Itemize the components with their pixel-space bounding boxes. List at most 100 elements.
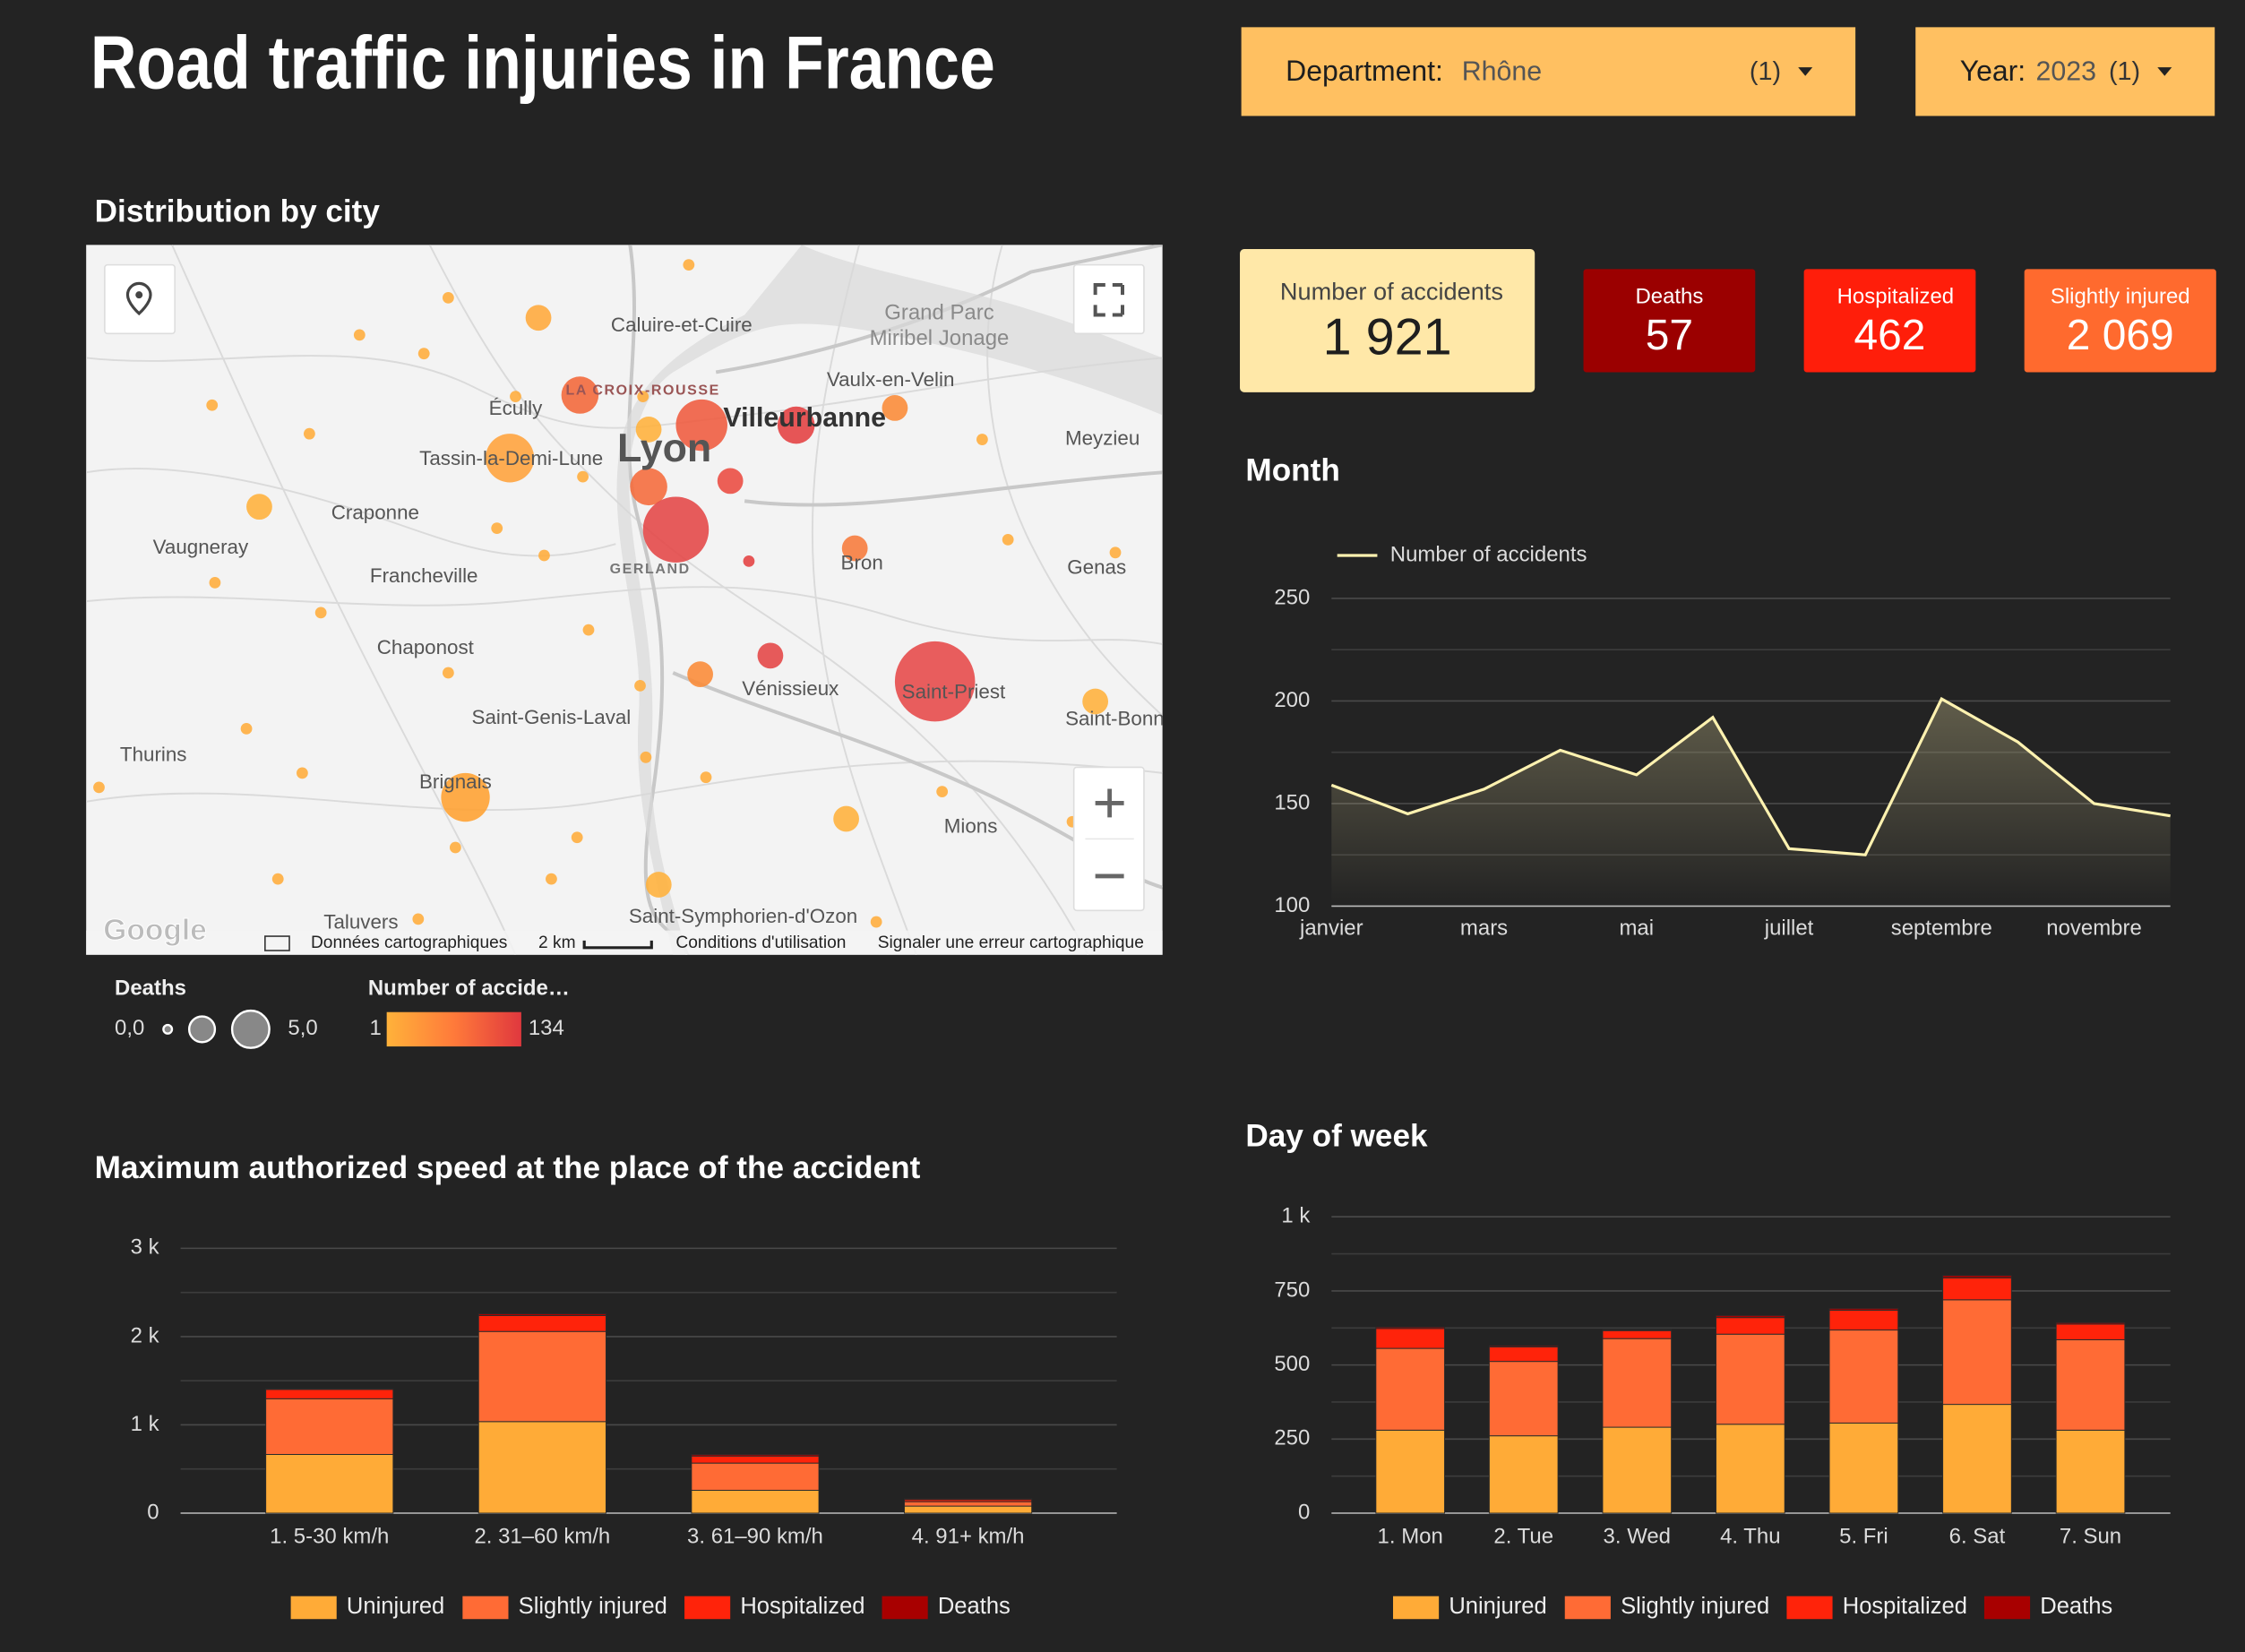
kpi-value: 462 — [1854, 312, 1926, 359]
place-label: Saint-Genis-Laval — [472, 706, 632, 728]
chart-title: Month — [1245, 453, 1339, 488]
x-tick-label: 6. Sat — [1949, 1524, 2006, 1548]
place-label: Lyon — [617, 426, 711, 470]
attribution-link[interactable]: Conditions d'utilisation — [675, 934, 846, 952]
zoom-controls[interactable] — [1072, 766, 1145, 912]
legend-label: Hospitalized — [1843, 1594, 1967, 1619]
place-label: GERLAND — [610, 562, 691, 577]
kpi-label: Deaths — [1635, 285, 1703, 309]
x-tick-label: 5. Fri — [1839, 1524, 1888, 1548]
fullscreen-button[interactable] — [1072, 263, 1145, 335]
map[interactable]: Caluire-et-Cuire Grand Parc Miribel Jona… — [86, 245, 1165, 955]
kpi-label: Hospitalized — [1837, 285, 1954, 309]
legend-label: Number of accidents — [1390, 542, 1587, 566]
bar-segment — [903, 1505, 1033, 1514]
bar-segment — [1716, 1314, 1785, 1319]
google-logo: Google — [103, 914, 207, 947]
kpi-label: Number of accidents — [1280, 278, 1503, 305]
chart-title: Day of week — [1245, 1119, 1428, 1154]
bar-segment — [477, 1330, 606, 1423]
place-label: Écully — [489, 397, 543, 419]
y-tick-label: 150 — [1274, 790, 1310, 814]
kpi-value: 2 069 — [2067, 312, 2174, 359]
x-tick-label: 4. 91+ km/h — [912, 1524, 1025, 1548]
x-tick-label: 2. Tue — [1493, 1524, 1553, 1548]
place-label: Chaponost — [377, 636, 475, 658]
place-label: LA CROIX-ROUSSE — [565, 383, 719, 398]
bar-segment — [477, 1314, 606, 1332]
kpi-value: 57 — [1646, 312, 1693, 359]
bar-segment — [1602, 1329, 1673, 1331]
bar-segment — [1602, 1329, 1673, 1339]
size-swatch — [230, 1009, 271, 1049]
x-tick-label: mai — [1619, 916, 1654, 940]
department-filter[interactable]: Department: Rhône (1) — [1241, 27, 1856, 116]
x-tick-label: 1. 5-30 km/h — [270, 1524, 389, 1548]
bar-segment — [1828, 1329, 1899, 1424]
bar-segment — [265, 1388, 394, 1390]
attribution-link[interactable]: Signaler une erreur cartographique — [878, 934, 1144, 952]
bar-segment — [1602, 1338, 1673, 1428]
y-tick-label: 3 k — [131, 1235, 160, 1260]
zoom-in[interactable] — [1095, 788, 1124, 818]
locate-button[interactable] — [104, 263, 176, 335]
place-label: Saint-Symphorien-d'Ozon — [629, 905, 857, 927]
dropdown-caret — [1798, 67, 1813, 76]
line — [1330, 696, 2171, 856]
x-tick-label: juillet — [1764, 916, 1814, 940]
area-shading — [1331, 699, 2171, 907]
legend-label: Deaths — [2040, 1594, 2112, 1619]
bar-segment — [1828, 1307, 1899, 1311]
year-filter[interactable]: Year: 2023 (1) — [1915, 27, 2215, 116]
bar-segment — [1716, 1317, 1785, 1335]
legend-swatch — [290, 1596, 337, 1620]
y-tick-label: 500 — [1274, 1352, 1310, 1376]
bar-segment — [265, 1453, 394, 1514]
place-label: Villeurbanne — [723, 403, 886, 433]
filter-label: Department: — [1286, 55, 1443, 87]
map-bubbles — [93, 259, 1122, 928]
scale-bar — [582, 940, 653, 950]
legend-label: Slightly injured — [1621, 1594, 1769, 1619]
keyboard-icon[interactable] — [264, 935, 290, 951]
bar-segment — [1602, 1426, 1673, 1514]
x-tick-label: 4. Thu — [1720, 1524, 1780, 1548]
y-tick-label: 0 — [147, 1500, 159, 1524]
legend-label: Uninjured — [1449, 1594, 1546, 1619]
legend-swatch — [1983, 1596, 2031, 1620]
legend-label: Hospitalized — [740, 1594, 864, 1619]
bar-segment — [1488, 1346, 1559, 1363]
bar-segment — [1488, 1345, 1559, 1347]
bar-segment — [265, 1389, 394, 1399]
bar-segment — [691, 1453, 820, 1457]
bar-segment — [2055, 1429, 2126, 1514]
filter-box[interactable] — [1241, 27, 1856, 116]
place-label: Thurins — [120, 744, 187, 766]
bar-segment — [1375, 1429, 1446, 1514]
bar-segment — [1942, 1299, 2012, 1406]
bar-segment — [477, 1421, 606, 1514]
dropdown-caret — [2157, 67, 2172, 76]
place-label: Craponne — [331, 502, 419, 524]
size-swatch — [162, 1023, 174, 1035]
bar-segment — [1716, 1424, 1785, 1514]
bar-segment — [477, 1313, 606, 1316]
color-scale — [386, 1011, 521, 1047]
bar-segment — [1375, 1326, 1446, 1329]
kpi-label: Slightly injured — [2051, 285, 2190, 309]
place-label: Caluire-et-Cuire — [611, 314, 753, 336]
bar-segment — [691, 1490, 820, 1514]
kpi-value: 1 921 — [1323, 308, 1452, 366]
bar-segment — [1375, 1328, 1446, 1349]
bar-segment — [1942, 1275, 2012, 1278]
place-label: Francheville — [370, 564, 478, 587]
bar-segment — [265, 1398, 394, 1455]
y-tick-label: 100 — [1274, 893, 1310, 917]
place-label: Miribel Jonage — [870, 326, 1010, 350]
legend-swatch — [1564, 1596, 1611, 1620]
bar-segment — [2055, 1339, 2126, 1431]
scale-label: 2 km — [538, 934, 576, 952]
section-title: Distribution by city — [95, 194, 381, 228]
legend-label: 1 — [369, 1016, 381, 1040]
bar-segment — [1488, 1361, 1559, 1437]
